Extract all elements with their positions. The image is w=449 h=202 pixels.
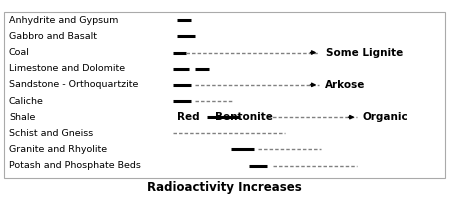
Text: Radioactivity Increases: Radioactivity Increases	[147, 181, 302, 194]
Text: Potash and Phosphate Beds: Potash and Phosphate Beds	[9, 161, 141, 170]
Text: Limestone and Dolomite: Limestone and Dolomite	[9, 64, 125, 73]
Text: Caliche: Caliche	[9, 97, 44, 105]
Text: Gabbro and Basalt: Gabbro and Basalt	[9, 32, 97, 41]
Text: Schist and Gneiss: Schist and Gneiss	[9, 129, 93, 138]
Text: Bentonite: Bentonite	[215, 112, 273, 122]
Text: Organic: Organic	[363, 112, 409, 122]
Text: Coal: Coal	[9, 48, 30, 57]
Text: Arkose: Arkose	[325, 80, 365, 90]
Text: Shale: Shale	[9, 113, 35, 122]
Text: Sandstone - Orthoquartzite: Sandstone - Orthoquartzite	[9, 80, 138, 89]
Text: Red: Red	[177, 112, 200, 122]
Text: Some Lignite: Some Lignite	[326, 47, 403, 58]
Text: Granite and Rhyolite: Granite and Rhyolite	[9, 145, 107, 154]
Text: Anhydrite and Gypsum: Anhydrite and Gypsum	[9, 16, 119, 25]
